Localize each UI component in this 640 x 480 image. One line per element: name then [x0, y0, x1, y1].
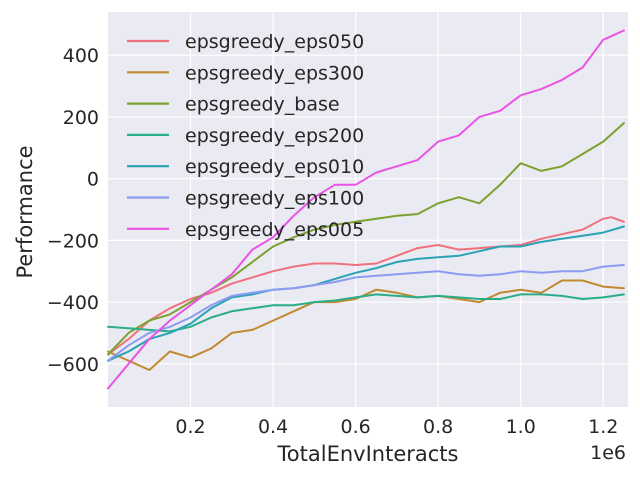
y-tick-label: 400	[63, 45, 99, 67]
x-tick-label: 1.2	[588, 416, 618, 438]
x-tick-label: 0.8	[423, 416, 453, 438]
y-tick-label: −600	[47, 354, 99, 376]
legend: epsgreedy_eps050 epsgreedy_eps300 epsgreed…	[127, 31, 364, 241]
x-tick-label: 1.0	[506, 416, 536, 438]
plot-area	[108, 12, 628, 407]
y-tick-label: 0	[87, 169, 99, 191]
legend-label: epsgreedy_eps005	[185, 219, 364, 241]
legend-label: epsgreedy_base	[185, 94, 340, 116]
series-line-epsgreedy_eps100	[107, 264, 625, 362]
series-line-epsgreedy_eps010	[107, 225, 625, 362]
series-line-epsgreedy_eps200	[107, 293, 625, 333]
x-tick-labels: 0.2 0.4 0.6 0.8 1.0 1.2	[175, 416, 618, 438]
legend-label: epsgreedy_eps300	[185, 62, 364, 84]
legend-label: epsgreedy_eps010	[185, 156, 364, 178]
series-lines	[107, 29, 625, 390]
legend-label: epsgreedy_eps200	[185, 125, 364, 147]
x-tick-label: 0.2	[175, 416, 205, 438]
legend-label: epsgreedy_eps100	[185, 188, 364, 210]
x-tick-label: 0.4	[258, 416, 288, 438]
y-tick-label: −200	[47, 230, 99, 252]
legend-label: epsgreedy_eps050	[185, 31, 364, 53]
series-line-epsgreedy_base	[107, 122, 625, 356]
x-offset-label: 1e6	[590, 442, 626, 464]
y-tick-label: 200	[63, 107, 99, 129]
x-tick-label: 0.6	[341, 416, 371, 438]
y-tick-label: −400	[47, 292, 99, 314]
y-axis-label: Performance	[13, 145, 37, 278]
y-tick-labels: −600 −400 −200 0 200 400	[47, 45, 99, 376]
series-line-epsgreedy_eps005	[107, 29, 625, 390]
x-axis-label: TotalEnvInteracts	[277, 442, 459, 466]
series-line-epsgreedy_eps300	[107, 279, 625, 371]
